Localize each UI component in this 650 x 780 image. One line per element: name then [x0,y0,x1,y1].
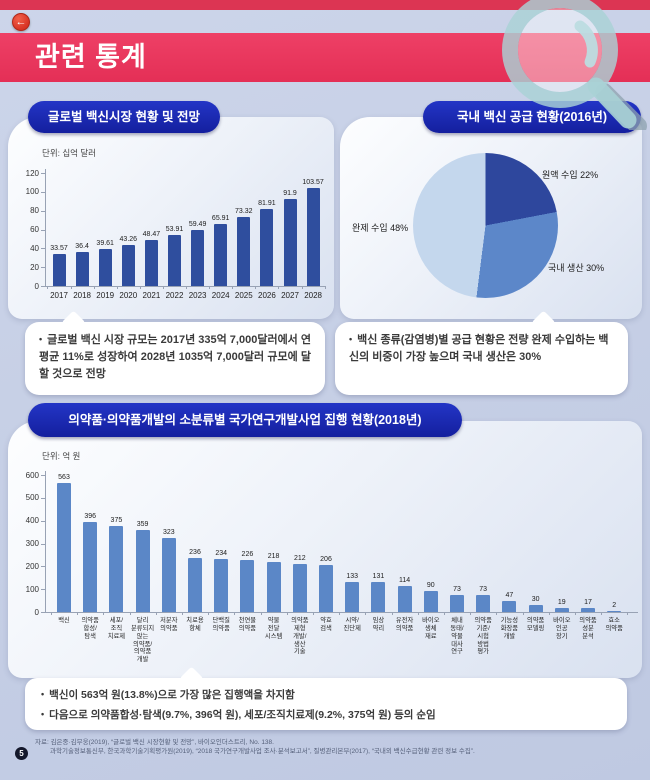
bullet-icon: • [39,334,43,344]
bullet-icon: • [41,689,45,699]
section3-title: 의약품·의약품개발의 소분류별 국가연구개발사업 집행 현황(2018년) [68,413,422,427]
section2-note-box: • 백신 종류(감염병)별 공급 현황은 전량 완제 수입하는 백신의 비중이 가… [335,310,628,395]
section3-note-2: 다음으로 의약품합성·탐색(9.7%, 396억 원), 세포/조직치료제(9.… [49,709,436,721]
chart1-unit-label: 단위: 십억 달러 [42,148,97,158]
section1-note-box: • 글로벌 백신 시장 규모는 2017년 335억 7,000달러에서 연평균 … [25,310,325,395]
bullet-icon: • [349,334,353,344]
back-button[interactable]: ← [12,13,30,31]
section2-title: 국내 백신 공급 현황(2016년) [456,110,608,124]
note-line: • 다음으로 의약품합성·탐색(9.7%, 396억 원), 세포/조직치료제(9… [41,705,611,725]
section1-note: 글로벌 백신 시장 규모는 2017년 335억 7,000달러에서 연평균 1… [39,334,311,381]
section2-chart-panel [340,117,642,319]
section1-title-pill: 글로벌 백신시장 현황 및 전망 [28,101,220,133]
source-reference-line1: 자료: 김은중·김무웅(2019), “글로벌 백신 시장현황 및 전망”, 바… [35,739,274,746]
section3-note-box: • 백신이 563억 원(13.8%)으로 가장 많은 집행액을 차지함 • 다음으… [25,666,627,730]
section3-title-pill: 의약품·의약품개발의 소분류별 국가연구개발사업 집행 현황(2018년) [28,403,462,437]
chart3-unit-label: 단위: 억 원 [42,451,81,461]
top-red-strip [0,0,650,10]
page-header-banner: 관련 통계 [0,33,650,82]
section2-note: 백신 종류(감염병)별 공급 현황은 전량 완제 수입하는 백신의 비중이 가장… [349,334,609,364]
note-line: • 백신이 563억 원(13.8%)으로 가장 많은 집행액을 차지함 [41,685,611,705]
source-reference-line2: 과학기술정보통신부, 한국과학기술기획평가원(2019), “2018 국가연구… [50,748,475,755]
page-title: 관련 통계 [35,42,147,72]
back-arrow-icon: ← [15,16,27,28]
page-number-badge: 5 [15,747,28,760]
section3-note-1: 백신이 563억 원(13.8%)으로 가장 많은 집행액을 차지함 [49,689,295,701]
bullet-icon: • [41,709,45,719]
section2-title-pill: 국내 백신 공급 현황(2016년) [423,101,641,133]
section3-chart-panel [8,421,642,678]
section1-title: 글로벌 백신시장 현황 및 전망 [48,110,200,124]
